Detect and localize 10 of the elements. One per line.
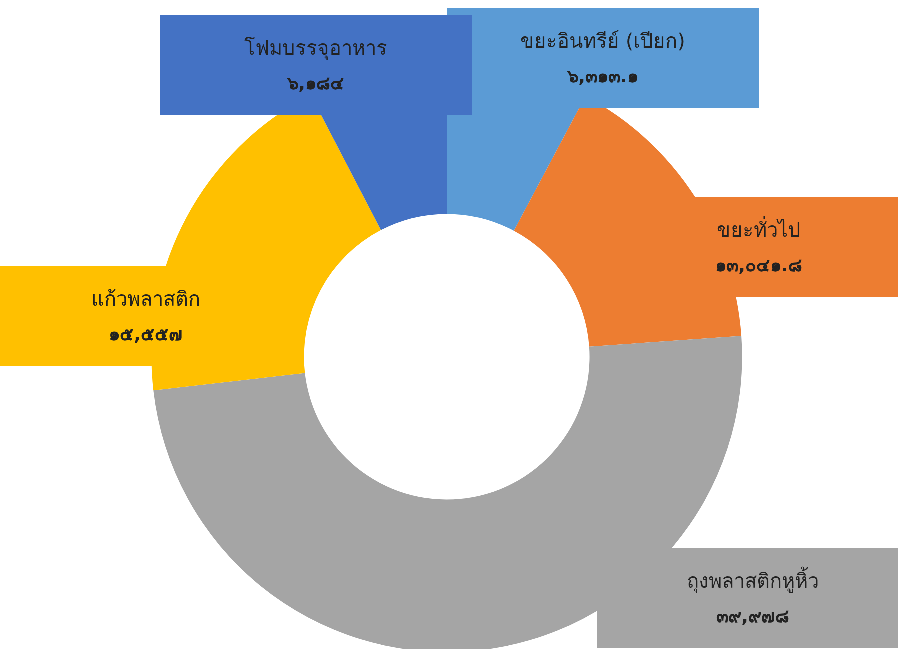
- slice-label: ขยะอินทรีย์ (เปียก): [520, 29, 686, 53]
- data-label: ๓๙,๙๗๘: [716, 606, 790, 628]
- data-label: ๖,๓๑๓.๑: [566, 66, 638, 88]
- slice-label: ถุงพลาสติกหูหิ้ว: [687, 567, 819, 594]
- data-label: ๑๕,๕๕๗: [109, 324, 183, 346]
- data-label: ๑๓,๐๔๑.๘: [716, 256, 802, 276]
- slice-label: แก้วพลาสติก: [92, 287, 200, 311]
- data-label: ๖,๑๘๔: [286, 74, 344, 94]
- slice-label: ขยะทั่วไป: [717, 216, 801, 242]
- slice-label: โฟมบรรจุอาหาร: [244, 36, 388, 61]
